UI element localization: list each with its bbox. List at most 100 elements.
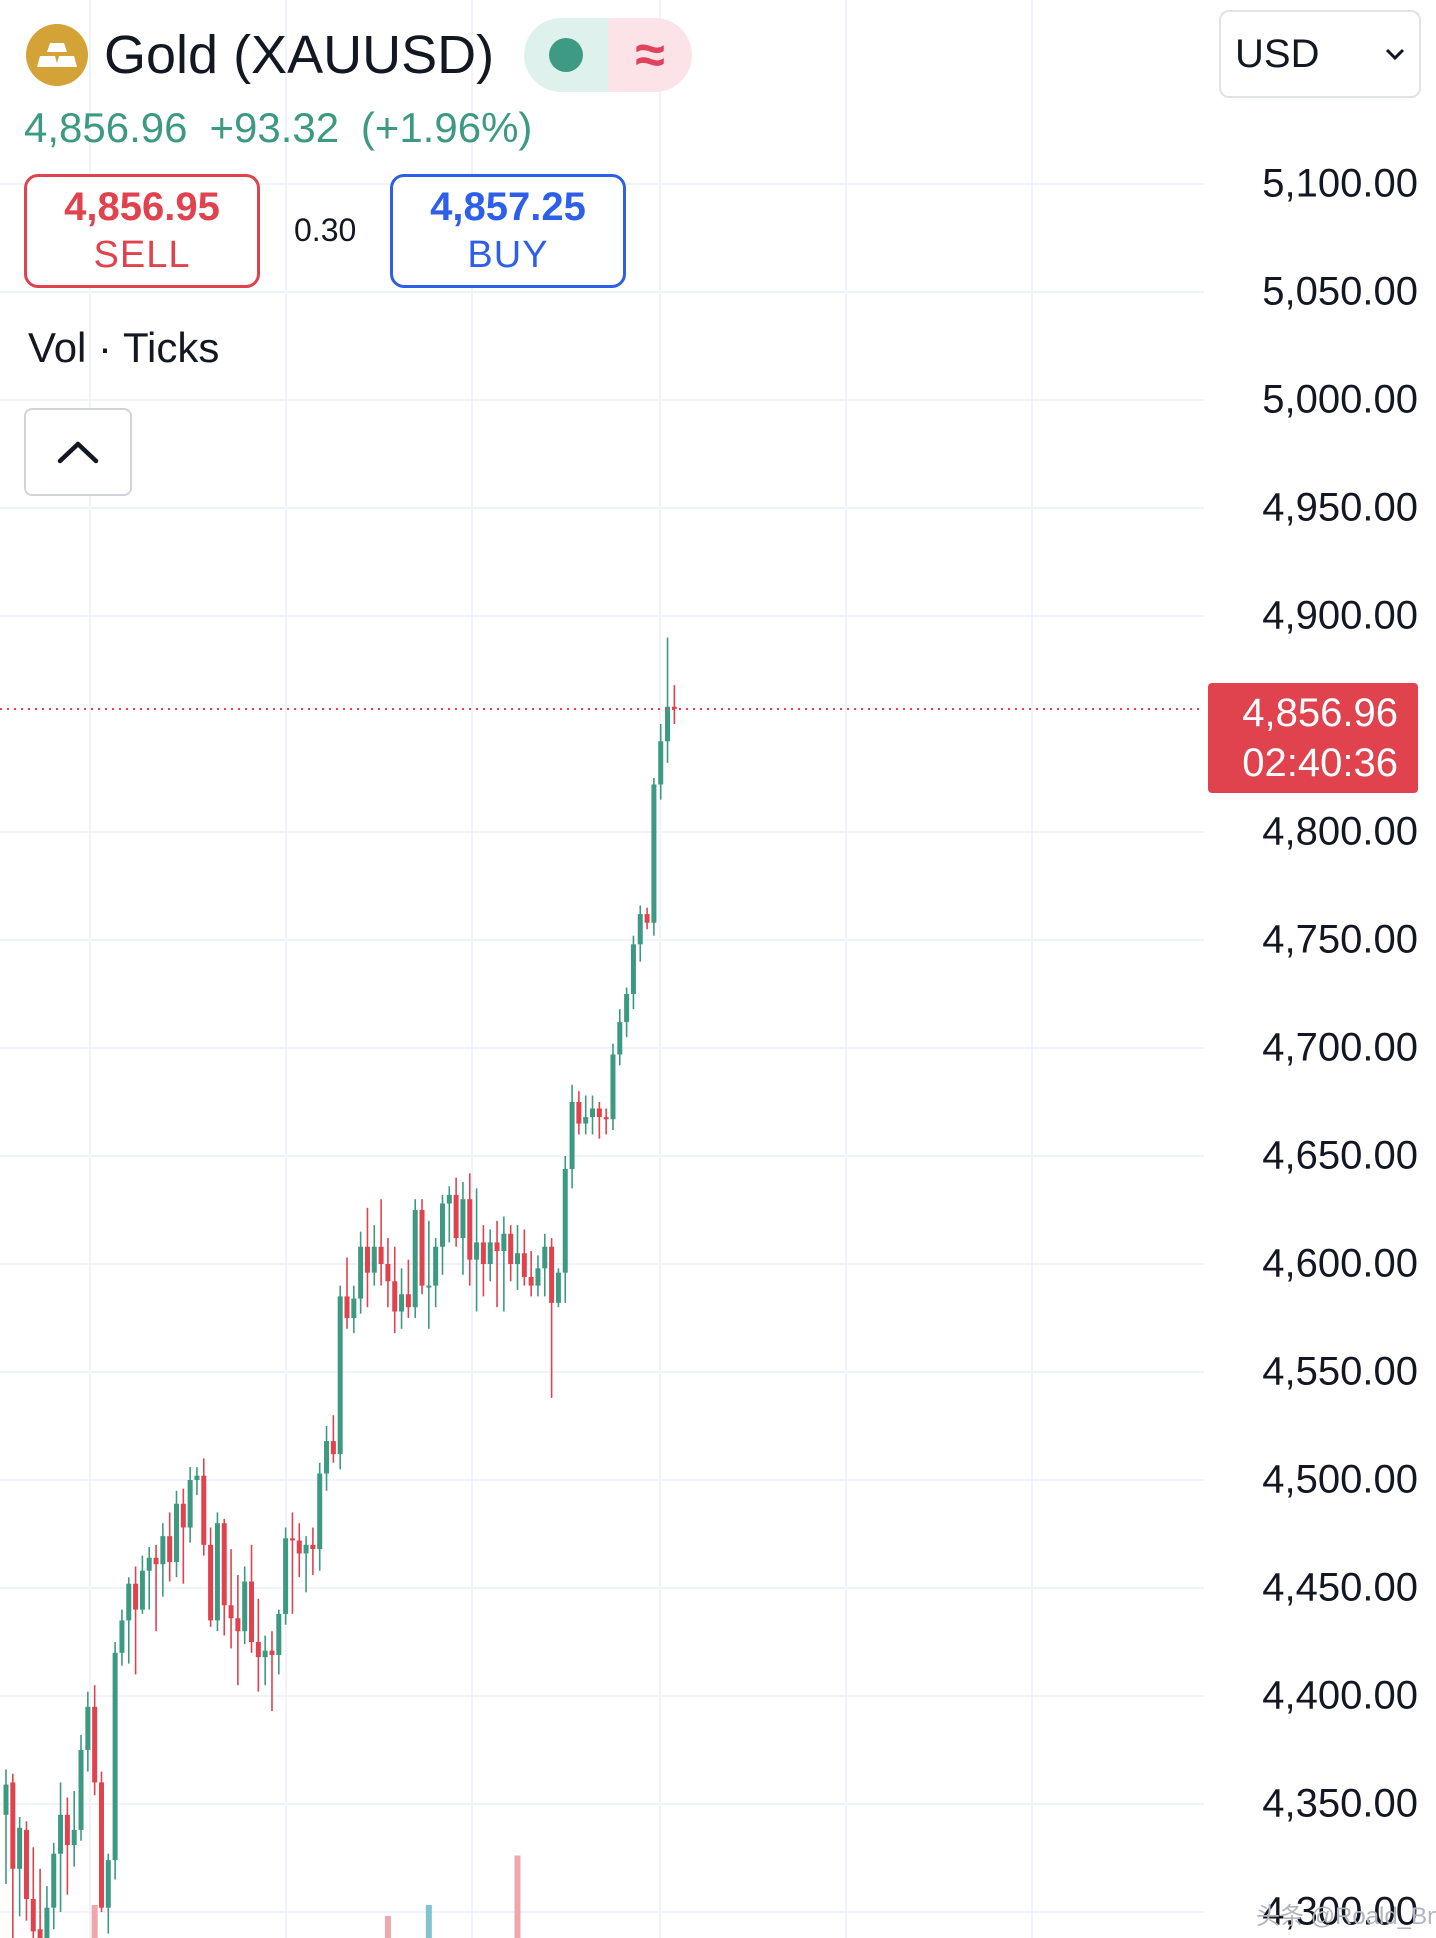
candle-body	[330, 1441, 336, 1455]
candle-body	[412, 1210, 418, 1308]
candle-body	[139, 1570, 145, 1610]
candle-body	[276, 1613, 282, 1655]
candle-body	[651, 784, 657, 923]
candle-body	[242, 1581, 248, 1632]
candle-body	[474, 1242, 480, 1260]
candle-body	[665, 706, 671, 742]
candlestick-chart[interactable]	[0, 0, 1204, 1938]
volume-indicator-legend[interactable]: Vol · Ticks	[28, 324, 220, 371]
candle-body	[528, 1276, 534, 1286]
price-axis-label: 5,100.00	[1262, 161, 1418, 206]
candle-body	[269, 1650, 275, 1655]
candle-body	[344, 1296, 350, 1318]
candle-body	[105, 1860, 111, 1908]
candle-body	[446, 1194, 452, 1204]
price-axis-label: 4,700.00	[1262, 1025, 1418, 1070]
candle-body	[562, 1168, 568, 1273]
candle-body	[637, 914, 643, 945]
buy-button[interactable]: 4,857.25 BUY	[390, 174, 626, 288]
candle-body	[58, 1814, 64, 1854]
volume-bar	[425, 1905, 432, 1938]
price-axis-label: 4,800.00	[1262, 809, 1418, 854]
candle-body	[153, 1557, 159, 1565]
candle-body	[201, 1475, 207, 1545]
candle-body	[610, 1054, 616, 1120]
currency-select[interactable]: USD	[1219, 10, 1421, 98]
candle-body	[453, 1194, 459, 1239]
candle-body	[283, 1538, 289, 1614]
candle-body	[358, 1246, 364, 1299]
candle-body	[146, 1557, 152, 1571]
candle-body	[51, 1853, 57, 1908]
chevron-up-icon	[57, 441, 99, 464]
market-open-dot-icon[interactable]	[524, 18, 609, 92]
candle-body	[590, 1108, 596, 1118]
candle-body	[98, 1782, 104, 1908]
candle-body	[64, 1814, 70, 1846]
price-axis-label: 4,750.00	[1262, 917, 1418, 962]
candle-body	[23, 1829, 29, 1900]
candle-body	[630, 944, 636, 994]
candle-body	[378, 1246, 384, 1264]
price-axis-label: 5,000.00	[1262, 377, 1418, 422]
bar-countdown: 02:40:36	[1242, 741, 1398, 785]
sell-button[interactable]: 4,856.95 SELL	[24, 174, 260, 288]
price-change-percent: (+1.96%)	[360, 104, 533, 151]
candle-body	[208, 1544, 214, 1621]
chart-area[interactable]	[0, 0, 1204, 1938]
candle-body	[385, 1264, 391, 1282]
candle-body	[3, 1784, 9, 1815]
candle-body	[392, 1281, 398, 1312]
candle-body	[542, 1246, 548, 1269]
gold-bars-icon	[26, 24, 88, 86]
price-axis-label: 4,550.00	[1262, 1349, 1418, 1394]
candle-body	[399, 1294, 405, 1312]
candle-body	[303, 1544, 309, 1554]
currency-selected-value: USD	[1235, 31, 1320, 76]
candle-body	[555, 1272, 561, 1303]
candle-body	[508, 1233, 514, 1264]
last-price-tag: 4,856.96 02:40:36	[1208, 683, 1418, 793]
candle-body	[133, 1583, 139, 1610]
candle-body	[37, 1929, 43, 1938]
price-axis-label: 4,900.00	[1262, 593, 1418, 638]
candle-body	[419, 1210, 425, 1286]
candle-body	[364, 1246, 370, 1273]
delayed-data-icon[interactable]: ≈	[608, 18, 693, 92]
buy-label: BUY	[467, 234, 549, 276]
candle-body	[460, 1199, 466, 1239]
candle-body	[44, 1907, 50, 1938]
price-axis[interactable]: 5,100.00 5,050.00 5,000.00 4,950.00 4,900.00…	[1204, 0, 1436, 1938]
collapse-legend-button[interactable]	[24, 408, 132, 496]
spread-value: 0.30	[294, 212, 357, 248]
candle-body	[569, 1102, 575, 1169]
candle-body	[480, 1242, 486, 1264]
sell-price: 4,856.95	[64, 185, 220, 229]
price-axis-label: 4,650.00	[1262, 1133, 1418, 1178]
candle-body	[596, 1108, 602, 1118]
candle-body	[10, 1782, 16, 1869]
candle-body	[228, 1605, 234, 1619]
candle-body	[487, 1242, 493, 1264]
price-axis-label: 4,350.00	[1262, 1781, 1418, 1826]
candle-body	[439, 1203, 445, 1247]
candle-body	[17, 1827, 23, 1869]
price-axis-label: 4,950.00	[1262, 485, 1418, 530]
candle-body	[501, 1233, 507, 1252]
candle-body	[71, 1829, 77, 1846]
candle-body	[494, 1242, 500, 1252]
candle-body	[78, 1750, 84, 1830]
last-price: 4,856.96	[24, 104, 188, 151]
candle-body	[126, 1583, 132, 1621]
candle-body	[194, 1475, 200, 1480]
candle-body	[433, 1246, 439, 1286]
status-pill[interactable]: ≈	[524, 18, 693, 92]
candle-body	[255, 1642, 261, 1658]
price-axis-label: 4,450.00	[1262, 1565, 1418, 1610]
candle-body	[617, 1022, 623, 1055]
candle-body	[426, 1285, 432, 1288]
candle-body	[119, 1620, 125, 1653]
price-axis-label: 4,400.00	[1262, 1673, 1418, 1718]
candle-body	[671, 706, 677, 709]
candle-body	[30, 1899, 36, 1932]
